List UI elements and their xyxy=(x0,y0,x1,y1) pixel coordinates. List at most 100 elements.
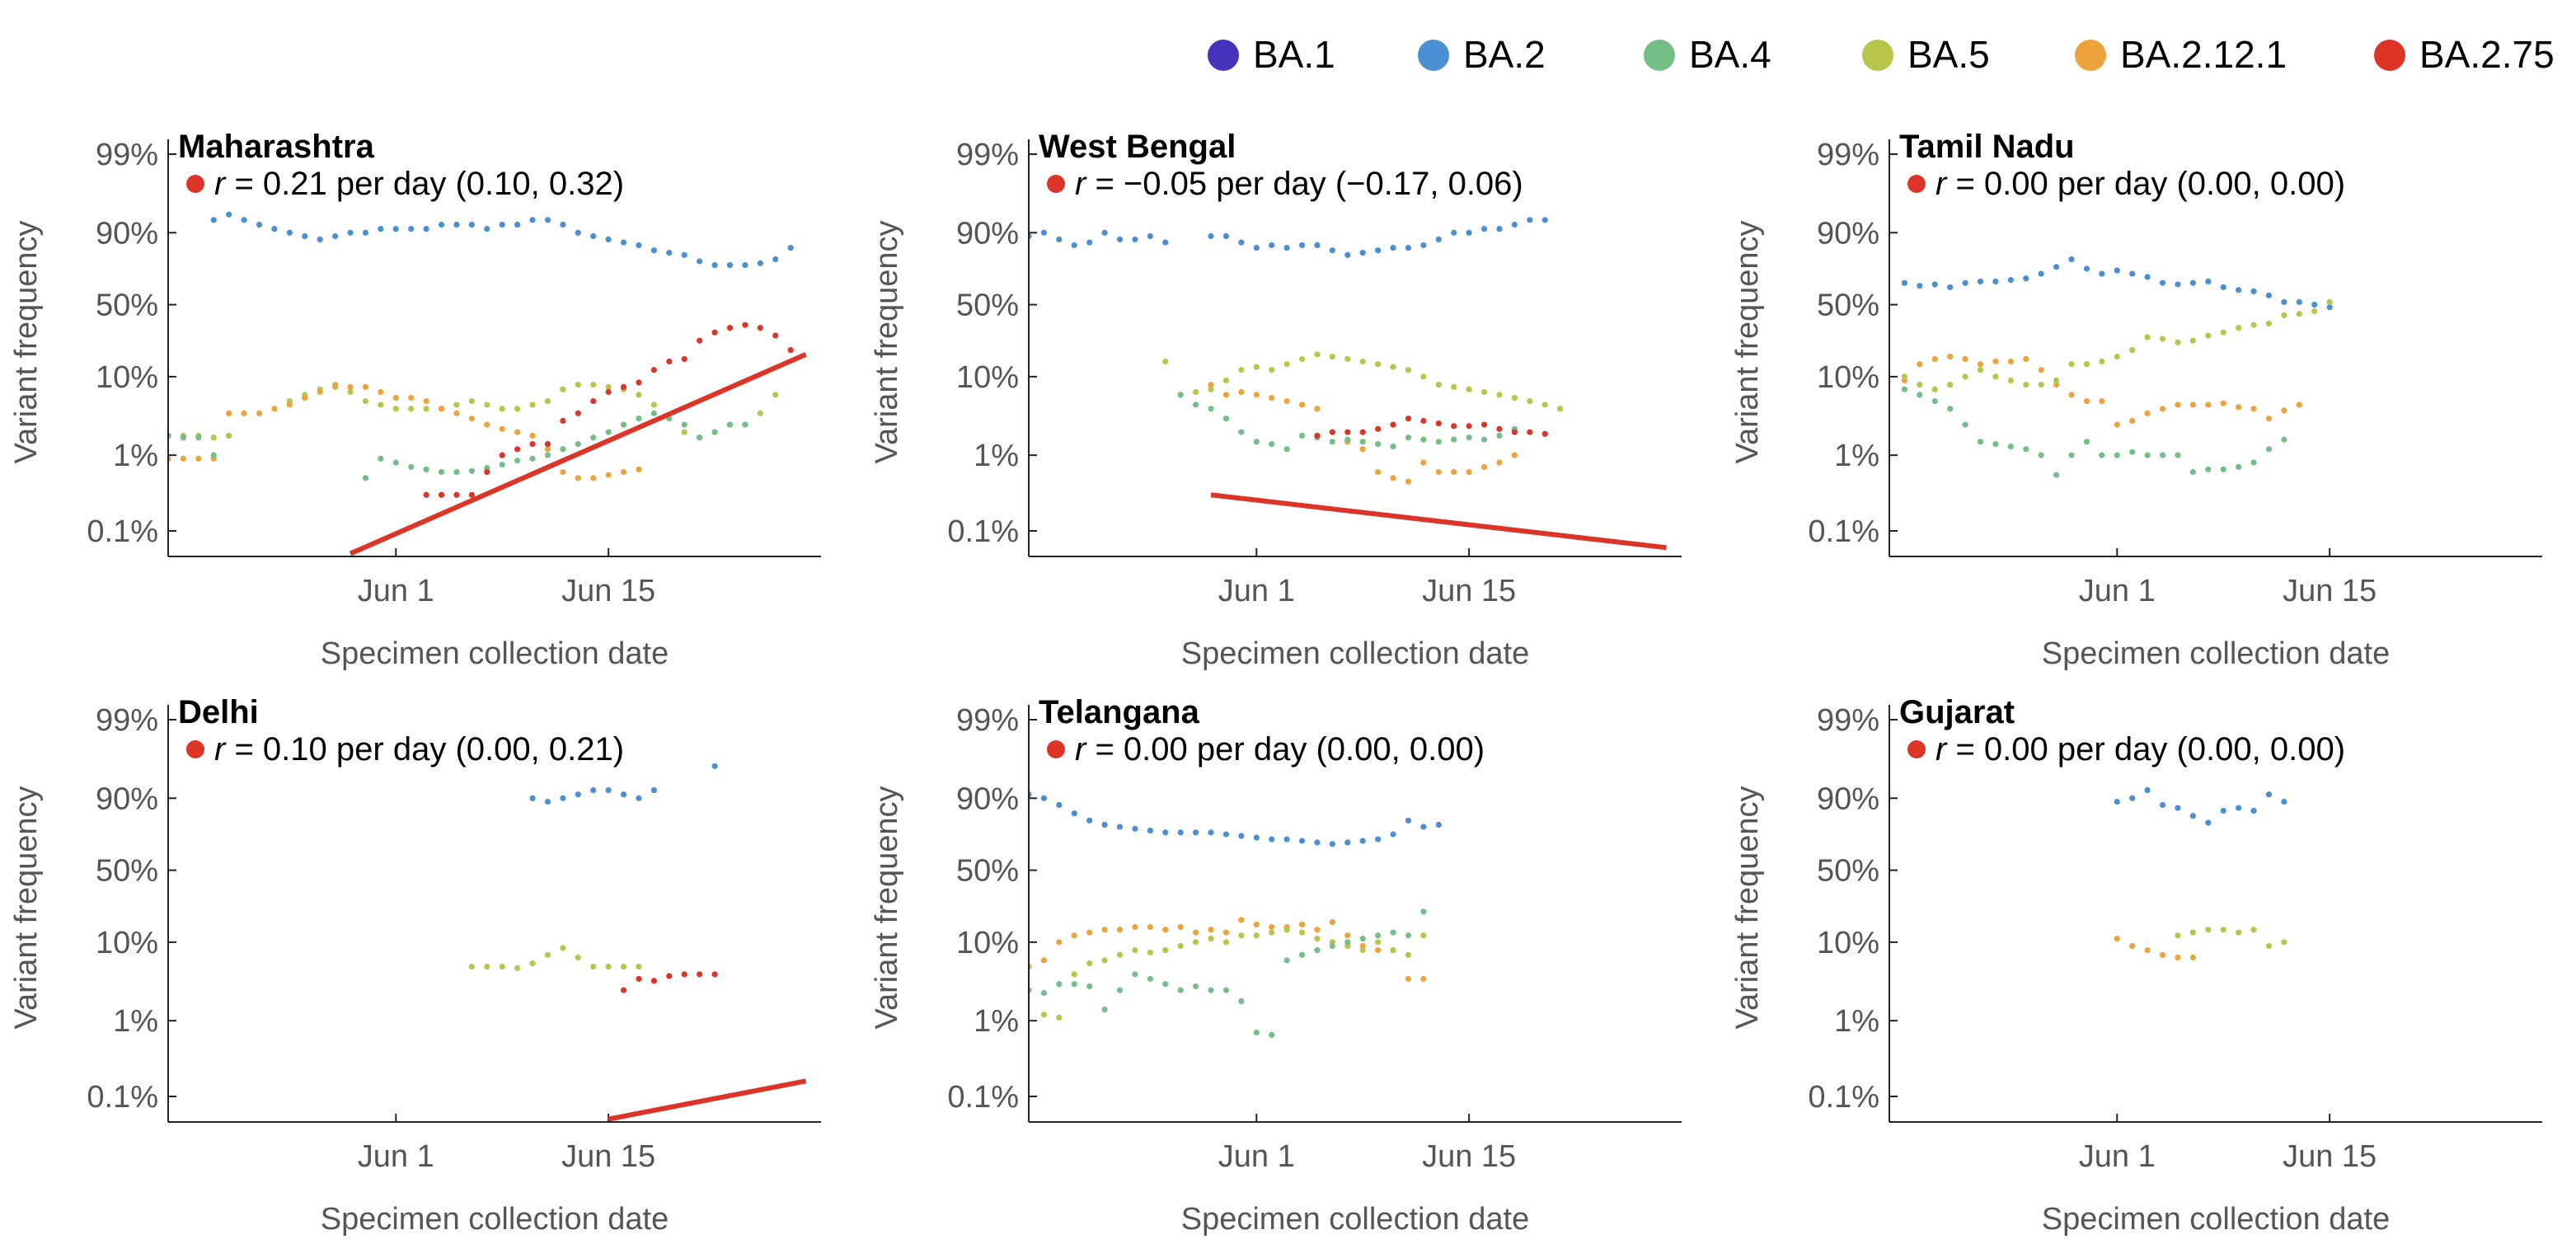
plot-area xyxy=(1901,256,2333,478)
data-point xyxy=(1101,957,1108,964)
data-point xyxy=(636,242,642,249)
data-point xyxy=(1466,434,1472,441)
data-point xyxy=(484,226,490,232)
data-point xyxy=(1329,429,1335,435)
data-point xyxy=(1298,401,1306,408)
data-point xyxy=(1947,353,1954,360)
data-point xyxy=(453,410,460,416)
data-point xyxy=(2326,298,2333,305)
y-tick-label: 0.1% xyxy=(947,1080,1019,1115)
data-point xyxy=(1030,791,1032,798)
data-point xyxy=(1992,358,1999,365)
data-point xyxy=(1451,436,1457,443)
data-point xyxy=(453,221,460,228)
data-point xyxy=(1329,247,1335,254)
data-point xyxy=(1253,392,1260,398)
stat-symbol: r xyxy=(1075,731,1087,768)
stat-ci: (0.00, 0.00) xyxy=(2176,731,2345,768)
y-axis-label: Variant frequency xyxy=(9,786,44,1029)
data-point xyxy=(1269,242,1275,249)
data-point xyxy=(1977,278,1984,285)
data-point xyxy=(590,434,597,441)
y-tick-label: 99% xyxy=(956,703,1019,738)
x-axis-label: Specimen collection date xyxy=(2042,636,2390,671)
data-point xyxy=(1496,425,1503,432)
data-point xyxy=(484,465,490,472)
data-point xyxy=(1977,439,1984,445)
data-point xyxy=(1238,388,1245,396)
data-point xyxy=(408,226,415,232)
data-point xyxy=(2144,334,2151,340)
data-point xyxy=(1056,801,1063,809)
series-ba-2 xyxy=(1030,791,1442,847)
data-point xyxy=(1496,392,1503,398)
data-point xyxy=(1405,932,1412,939)
data-point xyxy=(1132,971,1138,978)
data-point xyxy=(650,786,657,794)
data-point xyxy=(468,415,475,422)
data-point xyxy=(362,229,369,236)
data-point xyxy=(2068,256,2075,263)
data-point xyxy=(1238,429,1245,435)
data-point xyxy=(514,965,521,971)
legend-marker-icon xyxy=(1418,40,1449,71)
data-point xyxy=(2250,406,2257,412)
data-point xyxy=(1222,377,1230,384)
panel-title: Telangana xyxy=(1039,694,1200,730)
data-point xyxy=(2311,307,2318,315)
data-point xyxy=(2007,377,2014,384)
panel-title: Delhi xyxy=(178,694,259,730)
data-point xyxy=(1992,278,1999,285)
data-point xyxy=(1147,827,1153,834)
y-tick-label: 99% xyxy=(96,138,158,172)
data-point xyxy=(1390,421,1396,428)
data-point xyxy=(2083,361,2090,368)
data-point xyxy=(560,469,566,476)
data-point xyxy=(681,355,687,363)
y-tick-label: 50% xyxy=(1817,854,1879,889)
stat-symbol: r xyxy=(214,166,227,202)
data-point xyxy=(499,425,505,432)
stat-marker-icon xyxy=(1907,175,1926,193)
data-point xyxy=(757,410,763,416)
data-point xyxy=(453,469,460,476)
data-point xyxy=(2326,304,2333,311)
data-point xyxy=(1193,939,1199,946)
legend-item-ba-4: BA.4 xyxy=(1644,33,1771,76)
series-ba-4 xyxy=(1177,392,1518,453)
data-point xyxy=(2099,397,2105,405)
data-point xyxy=(1222,392,1230,398)
series-ba-2 xyxy=(210,211,794,269)
data-point xyxy=(1390,947,1396,954)
data-point xyxy=(2099,452,2105,458)
data-point xyxy=(1253,834,1260,841)
data-point xyxy=(1375,939,1382,946)
data-point xyxy=(1480,388,1488,396)
data-point xyxy=(2038,367,2044,373)
legend-marker-icon xyxy=(1208,40,1239,71)
data-point xyxy=(1222,232,1230,240)
data-point xyxy=(1298,838,1306,844)
data-point xyxy=(1162,239,1169,246)
data-point xyxy=(636,392,642,398)
growth-trend-line xyxy=(349,352,807,556)
data-point xyxy=(2250,288,2257,295)
data-point xyxy=(1132,923,1138,931)
data-point xyxy=(1405,367,1412,373)
data-point xyxy=(1344,429,1351,435)
data-point xyxy=(1931,355,1938,363)
data-point xyxy=(1992,441,1999,448)
stat-space xyxy=(2167,166,2176,202)
data-point xyxy=(1329,439,1335,445)
data-point xyxy=(392,459,399,466)
data-point xyxy=(2007,277,2014,284)
data-point xyxy=(302,394,308,401)
data-point xyxy=(1977,361,1984,368)
y-tick-label: 90% xyxy=(96,782,158,816)
data-point xyxy=(2068,361,2075,368)
data-point xyxy=(1375,836,1382,843)
data-point xyxy=(2144,410,2151,416)
y-tick-label: 10% xyxy=(956,360,1019,395)
x-axis-label: Specimen collection date xyxy=(1181,1202,1529,1237)
data-point xyxy=(590,397,597,405)
